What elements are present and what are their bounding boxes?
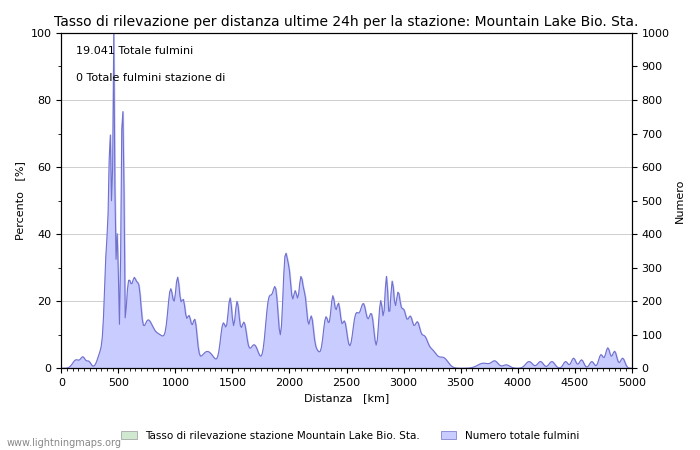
X-axis label: Distanza   [km]: Distanza [km] <box>304 393 389 404</box>
Text: 19.041 Totale fulmini: 19.041 Totale fulmini <box>76 46 192 56</box>
Text: 0 Totale fulmini stazione di: 0 Totale fulmini stazione di <box>76 73 225 83</box>
Text: www.lightningmaps.org: www.lightningmaps.org <box>7 438 122 448</box>
Legend: Tasso di rilevazione stazione Mountain Lake Bio. Sta., Numero totale fulmini: Tasso di rilevazione stazione Mountain L… <box>117 427 583 445</box>
Y-axis label: Numero: Numero <box>675 178 685 223</box>
Y-axis label: Percento   [%]: Percento [%] <box>15 161 25 240</box>
Title: Tasso di rilevazione per distanza ultime 24h per la stazione: Mountain Lake Bio.: Tasso di rilevazione per distanza ultime… <box>55 15 638 29</box>
